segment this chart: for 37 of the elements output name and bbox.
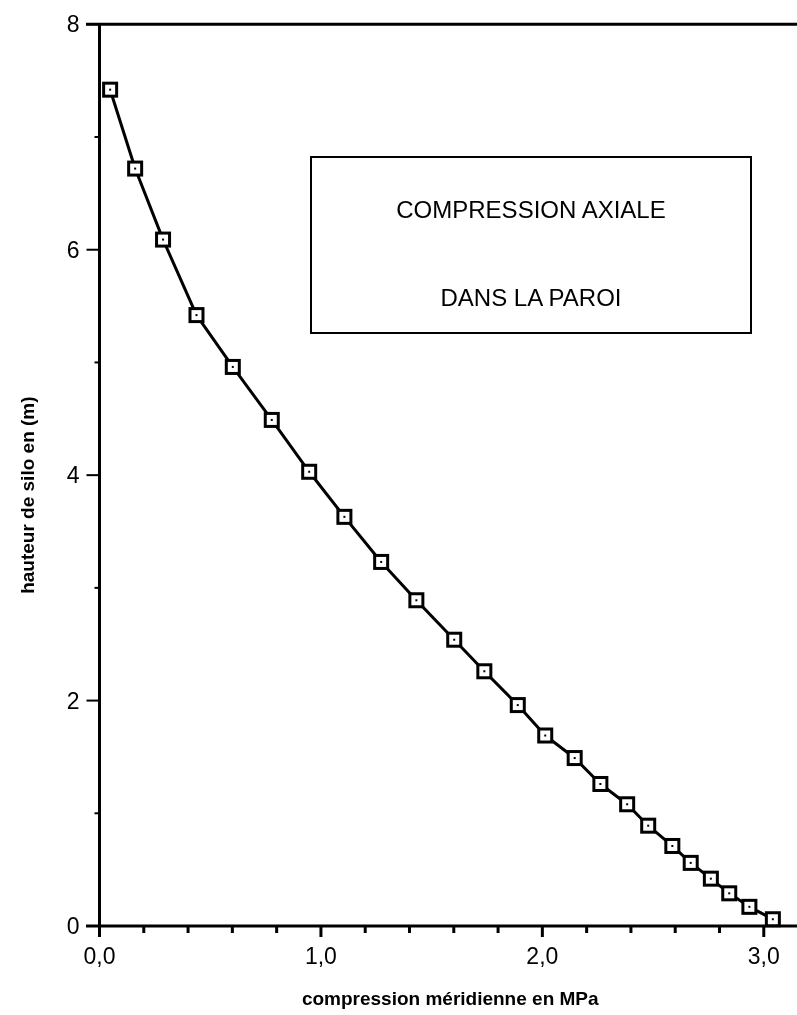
point [702, 870, 719, 887]
x-tick-label: 0,0 [83, 943, 116, 969]
point [592, 775, 609, 792]
y-axis-title: hauteur de silo en (m) [17, 396, 38, 594]
y-tick-label: 0 [66, 913, 80, 940]
point [764, 911, 781, 928]
point [127, 160, 144, 177]
point [537, 727, 554, 744]
point [155, 231, 172, 248]
point [664, 837, 681, 854]
x-axis-title: compression méridienne en MPa [301, 988, 600, 1009]
y-tick-label: 6 [66, 236, 80, 263]
x-tick-label: 2,0 [526, 943, 559, 969]
annotation: DANS LA PAROI [440, 284, 622, 312]
point [102, 81, 119, 98]
point [619, 796, 636, 813]
point [373, 553, 390, 570]
point [224, 358, 241, 375]
x-tick-label: 3,0 [747, 943, 780, 969]
point [741, 898, 758, 915]
point [566, 750, 583, 767]
point [682, 854, 699, 871]
point [446, 631, 463, 648]
x-tick-label: 1,0 [304, 943, 337, 969]
y-tick-label: 2 [66, 687, 80, 714]
point [408, 592, 425, 609]
point [509, 697, 526, 714]
point [476, 663, 493, 680]
point [336, 508, 353, 525]
annotation: COMPRESSION AXIALE [396, 196, 666, 224]
point [301, 463, 318, 480]
point [188, 307, 205, 324]
y-tick-label: 4 [66, 462, 80, 489]
point [640, 817, 657, 834]
y-tick-label: 8 [66, 11, 80, 38]
point [263, 411, 280, 428]
point [721, 885, 738, 902]
